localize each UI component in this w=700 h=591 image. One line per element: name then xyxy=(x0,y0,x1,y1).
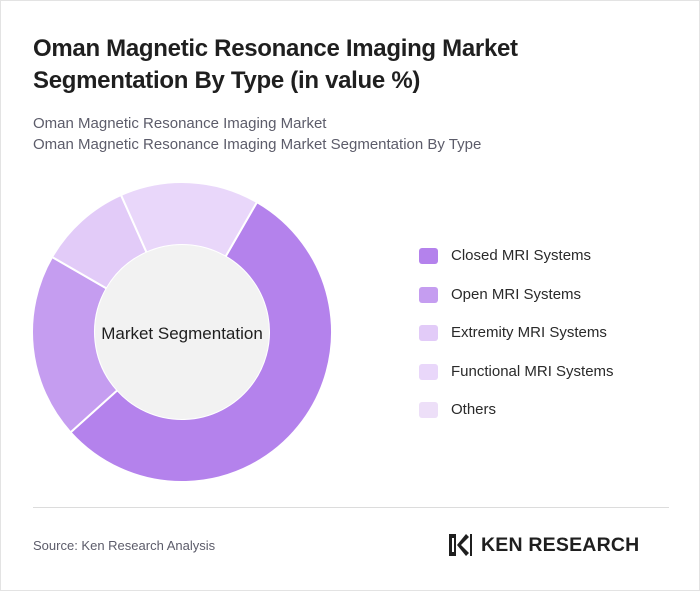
legend-swatch xyxy=(419,248,438,264)
source-note: Source: Ken Research Analysis xyxy=(33,538,216,553)
legend-label: Closed MRI Systems xyxy=(451,247,592,264)
chart-title: Oman Magnetic Resonance Imaging Market S… xyxy=(33,35,518,94)
footer-divider xyxy=(33,507,669,508)
legend-label: Functional MRI Systems xyxy=(451,362,614,380)
legend-item-extremity-mri-systems: Extremity MRI Systems xyxy=(419,322,614,361)
donut-center xyxy=(95,245,269,419)
donut-chart: Market Segmentation xyxy=(31,181,333,483)
legend-item-closed-mri-systems: Closed MRI Systems xyxy=(419,245,614,284)
ken-research-logo: KEN RESEARCH xyxy=(448,532,639,558)
legend-label: Others xyxy=(451,401,497,418)
legend-item-functional-mri-systems: Functional MRI Systems xyxy=(419,361,614,400)
ken-research-logo-bar xyxy=(470,534,472,556)
legend-swatch xyxy=(419,286,438,303)
legend-swatch xyxy=(419,363,438,380)
legend-swatch xyxy=(419,325,438,341)
chart-legend: Closed MRI Systems Open MRI Systems Extrem… xyxy=(419,245,614,438)
legend-swatch xyxy=(419,402,438,418)
chart-subtitle-market: Oman Magnetic Resonance Imaging Market xyxy=(33,115,327,132)
donut-center-label: Market Segmentation xyxy=(101,324,263,343)
chart-subtitle-segmentation: Oman Magnetic Resonance Imaging Market S… xyxy=(33,136,482,153)
legend-label: Extremity MRI Systems xyxy=(451,324,607,341)
legend-item-open-mri-systems: Open MRI Systems xyxy=(419,284,614,323)
legend-label: Open MRI Systems xyxy=(451,285,582,303)
donut-slice-closed-mri-systems xyxy=(69,200,333,483)
legend-item-others: Others xyxy=(419,399,614,438)
ken-research-logo-icon xyxy=(449,534,469,556)
ken-research-logo-text: KEN RESEARCH xyxy=(481,533,640,556)
